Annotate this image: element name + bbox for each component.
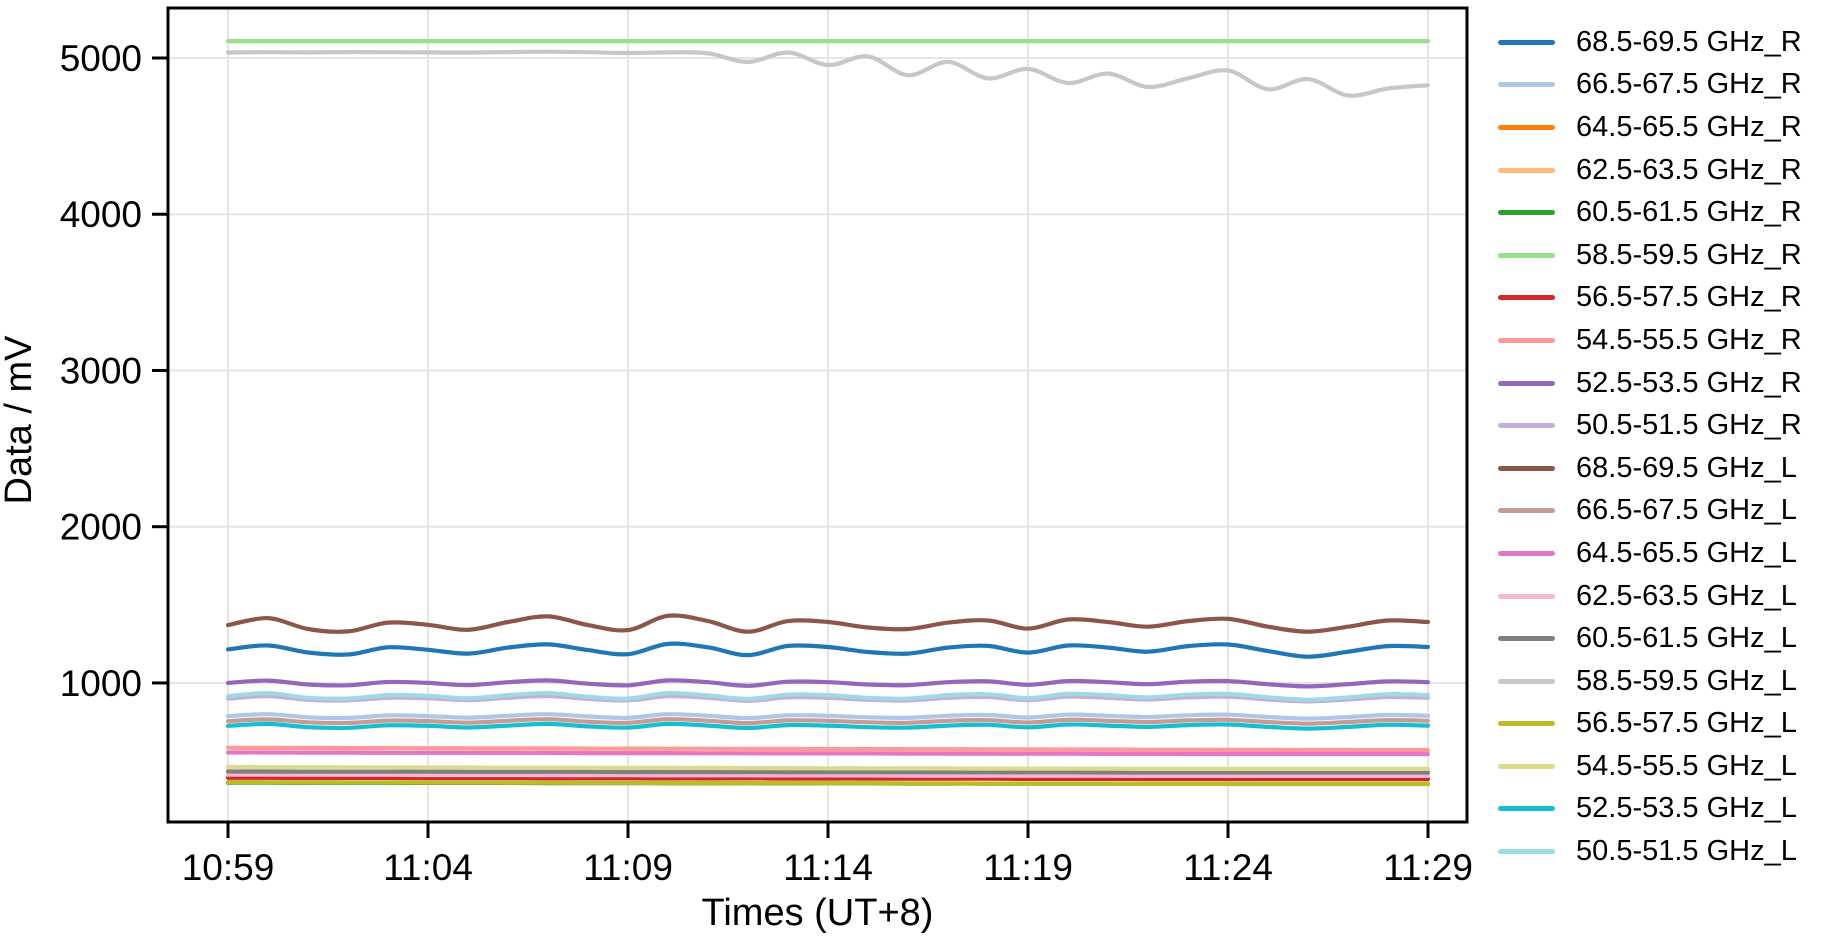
legend-line-swatch (1498, 39, 1555, 45)
legend-line-swatch (1498, 678, 1555, 684)
series-line-52.5-53.5 GHz_R (225, 678, 1431, 689)
y-tick-label: 5000 (60, 38, 142, 79)
y-tick-label: 3000 (60, 350, 142, 391)
legend-line-swatch (1498, 806, 1555, 812)
legend-item: 68.5-69.5 GHz_L (1498, 447, 1802, 490)
legend-line-swatch (1498, 721, 1555, 727)
legend-line-swatch (1498, 849, 1555, 855)
series-line-50.5-51.5 GHz_L (225, 690, 1431, 702)
legend-item: 52.5-53.5 GHz_R (1498, 362, 1802, 405)
legend-item: 68.5-69.5 GHz_R (1498, 21, 1802, 64)
legend-item-label: 68.5-69.5 GHz_L (1576, 451, 1797, 484)
x-tick-label: 11:29 (1383, 847, 1473, 888)
legend-item: 62.5-63.5 GHz_R (1498, 149, 1802, 192)
legend-item-label: 54.5-55.5 GHz_R (1576, 323, 1802, 356)
y-tick-label: 1000 (60, 663, 142, 704)
legend-item: 62.5-63.5 GHz_L (1498, 575, 1802, 618)
legend-item-label: 56.5-57.5 GHz_L (1576, 707, 1797, 740)
legend-item: 66.5-67.5 GHz_L (1498, 490, 1802, 533)
legend: 68.5-69.5 GHz_R 66.5-67.5 GHz_R 64.5-65.5 … (1498, 21, 1802, 873)
legend-line-swatch (1498, 508, 1555, 514)
series-line-66.5-67.5 GHz_R (225, 712, 1431, 721)
legend-line-swatch (1498, 210, 1555, 216)
series-line-50.5-51.5 GHz_R (225, 694, 1431, 704)
legend-line-swatch (1498, 380, 1555, 386)
legend-line-swatch (1498, 167, 1555, 173)
legend-item-label: 64.5-65.5 GHz_L (1576, 536, 1797, 569)
legend-item: 58.5-59.5 GHz_R (1498, 234, 1802, 277)
legend-item-label: 50.5-51.5 GHz_L (1576, 835, 1797, 868)
legend-item-label: 68.5-69.5 GHz_R (1576, 25, 1802, 58)
series-line-52.5-53.5 GHz_L (225, 721, 1431, 731)
series-line-60.5-61.5 GHz_L (225, 769, 1431, 775)
y-axis-label: Data / mV (0, 335, 40, 505)
legend-item: 50.5-51.5 GHz_R (1498, 404, 1802, 447)
legend-item: 56.5-57.5 GHz_L (1498, 703, 1802, 746)
series-line-64.5-65.5 GHz_L (225, 750, 1431, 757)
legend-line-swatch (1498, 337, 1555, 343)
legend-line-swatch (1498, 763, 1555, 769)
legend-item: 56.5-57.5 GHz_R (1498, 277, 1802, 320)
legend-line-swatch (1498, 550, 1555, 556)
legend-item: 50.5-51.5 GHz_L (1498, 830, 1802, 873)
legend-item-label: 62.5-63.5 GHz_R (1576, 153, 1802, 186)
legend-item: 64.5-65.5 GHz_L (1498, 532, 1802, 575)
x-tick-label: 11:09 (583, 847, 673, 888)
legend-line-swatch (1498, 465, 1555, 471)
series-line-56.5-57.5 GHz_L (225, 779, 1431, 787)
legend-item: 66.5-67.5 GHz_R (1498, 64, 1802, 107)
legend-item-label: 58.5-59.5 GHz_L (1576, 664, 1797, 697)
legend-item: 54.5-55.5 GHz_R (1498, 319, 1802, 362)
legend-item: 52.5-53.5 GHz_L (1498, 788, 1802, 831)
legend-item: 54.5-55.5 GHz_L (1498, 745, 1802, 788)
series-line-66.5-67.5 GHz_L (225, 717, 1431, 726)
y-tick-label: 4000 (60, 194, 142, 235)
legend-line-swatch (1498, 295, 1555, 301)
legend-item: 60.5-61.5 GHz_L (1498, 617, 1802, 660)
series-line-62.5-63.5 GHz_L (225, 772, 1431, 779)
legend-item-label: 58.5-59.5 GHz_R (1576, 238, 1802, 271)
series-line-58.5-59.5 GHz_L (225, 49, 1431, 98)
legend-line-swatch (1498, 82, 1555, 88)
legend-item-label: 52.5-53.5 GHz_R (1576, 366, 1802, 399)
legend-line-swatch (1498, 423, 1555, 429)
plot-border (166, 6, 1469, 824)
legend-item-label: 56.5-57.5 GHz_R (1576, 281, 1802, 314)
legend-item-label: 54.5-55.5 GHz_L (1576, 749, 1797, 782)
legend-item-label: 50.5-51.5 GHz_R (1576, 409, 1802, 442)
y-tick-label: 2000 (60, 507, 142, 548)
series-line-68.5-69.5 GHz_R (225, 641, 1431, 659)
legend-item-label: 66.5-67.5 GHz_R (1576, 68, 1802, 101)
legend-item-label: 62.5-63.5 GHz_L (1576, 579, 1797, 612)
legend-item-label: 60.5-61.5 GHz_R (1576, 196, 1802, 229)
x-tick-label: 11:24 (1183, 847, 1273, 888)
x-tick-label: 10:59 (182, 847, 275, 888)
legend-line-swatch (1498, 252, 1555, 258)
legend-item: 60.5-61.5 GHz_R (1498, 191, 1802, 234)
x-axis-label: Times (UT+8) (701, 892, 934, 934)
series-line-54.5-55.5 GHz_R (225, 745, 1431, 753)
legend-line-swatch (1498, 593, 1555, 599)
x-tick-label: 11:19 (983, 847, 1073, 888)
series-line-54.5-55.5 GHz_L (225, 764, 1431, 772)
x-tick-label: 11:04 (383, 847, 473, 888)
legend-line-swatch (1498, 636, 1555, 642)
legend-item-label: 66.5-67.5 GHz_L (1576, 494, 1797, 527)
legend-item: 64.5-65.5 GHz_R (1498, 106, 1802, 149)
legend-item-label: 64.5-65.5 GHz_R (1576, 110, 1802, 143)
legend-item: 58.5-59.5 GHz_L (1498, 660, 1802, 703)
legend-item-label: 52.5-53.5 GHz_L (1576, 792, 1797, 825)
x-tick-label: 11:14 (783, 847, 873, 888)
legend-item-label: 60.5-61.5 GHz_L (1576, 622, 1797, 655)
series-line-56.5-57.5 GHz_R (225, 775, 1431, 782)
legend-line-swatch (1498, 124, 1555, 130)
series-line-68.5-69.5 GHz_L (225, 613, 1431, 634)
